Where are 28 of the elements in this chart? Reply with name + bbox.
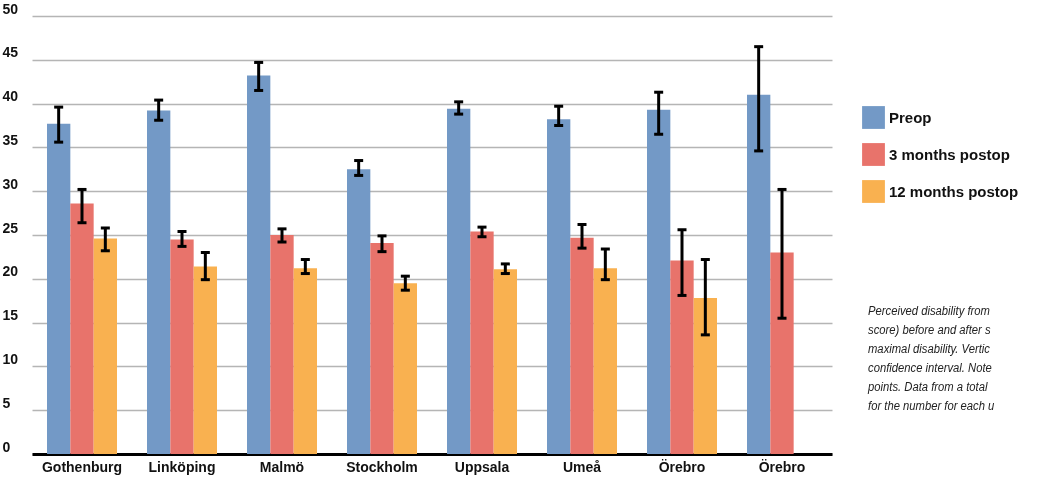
y-tick-label: 20 [2,263,19,280]
y-tick-label: 45 [2,44,19,61]
legend-label: 12 months postop [889,182,1019,200]
x-tick-label: Örebro [658,458,706,475]
y-tick-label: 10 [2,350,19,367]
y-tick-label: 30 [2,175,19,192]
x-tick-label: Örebro [758,458,806,475]
y-tick-label: 35 [2,131,19,148]
x-tick-label: Uppsala [454,458,510,475]
y-tick-label: 40 [2,88,19,105]
legend-label: Preop [889,108,932,126]
x-tick-label: Umeå [562,458,602,475]
text: points. Data from a total [868,379,989,396]
legend-label: 3 months postop [889,145,1010,163]
text: confidence interval. Note [868,360,993,377]
y-tick-label: 25 [2,219,19,236]
text: for the number for each u [868,398,995,415]
x-tick-label: Gothenburg [41,458,123,475]
text: maximal disability. Vertic [868,341,991,358]
text: score) before and after s [868,322,992,339]
y-tick-label: 15 [2,307,19,324]
y-tick-label: 50 [2,0,19,17]
text: Perceived disability from [868,303,991,320]
x-tick-label: Stockholm [346,458,418,475]
y-tick-label: 0 [2,438,11,455]
x-tick-label: Linköping [148,458,216,475]
x-tick-label: Malmö [259,458,305,475]
y-tick-label: 5 [2,394,11,411]
